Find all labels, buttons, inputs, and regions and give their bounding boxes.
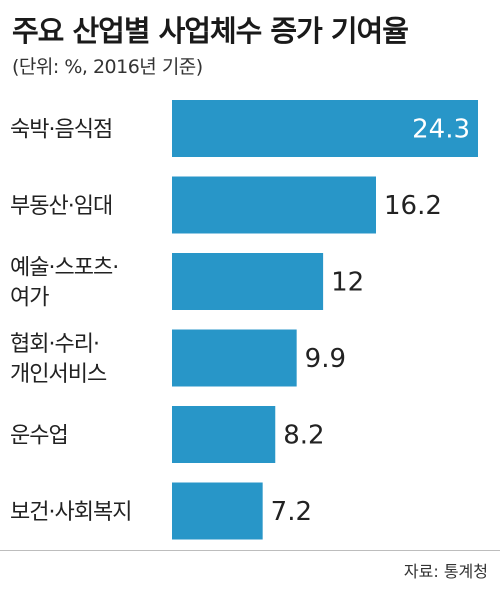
footer-divider	[0, 550, 500, 551]
value-label-0: 24.3	[412, 115, 470, 145]
chart-subtitle: (단위: %, 2016년 기준)	[12, 56, 203, 78]
value-label-3: 9.9	[305, 344, 346, 374]
value-label-5: 7.2	[271, 497, 312, 527]
value-label-4: 8.2	[283, 421, 324, 451]
value-label-2: 12	[331, 268, 364, 298]
chart-title: 주요 산업별 사업체수 증가 기여율	[12, 14, 409, 48]
bar-0	[172, 100, 478, 157]
value-label-1: 16.2	[384, 191, 442, 221]
bar-chart: 24.3 숙박·음식점 16.2 부동산·임대 12 예술·스포츠· 여가 9.9 협회·수리·…	[10, 100, 478, 540]
category-label-1: 부동산·임대	[10, 194, 112, 219]
category-label-5: 보건·사회복지	[10, 500, 131, 525]
bar-3	[172, 329, 297, 387]
category-label-2-line-0: 예술·스포츠·	[10, 256, 118, 281]
category-label-2-line-1: 여가	[10, 286, 49, 311]
category-label-3-line-1: 개인서비스	[10, 362, 107, 387]
bar-4	[172, 406, 276, 463]
source-note: 자료: 통계청	[403, 562, 488, 581]
category-label-3-line-0: 협회·수리·	[10, 332, 99, 357]
category-label-0: 숙박·음식점	[10, 118, 112, 143]
bar-2	[172, 253, 324, 310]
bar-1	[172, 176, 376, 234]
bar-5	[172, 482, 263, 540]
category-label-4: 운수업	[10, 424, 68, 449]
